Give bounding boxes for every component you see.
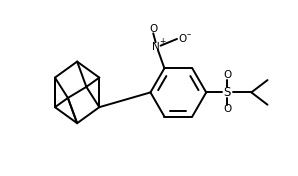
- Text: O: O: [149, 24, 157, 34]
- Text: O: O: [223, 104, 232, 114]
- Text: O: O: [223, 70, 232, 80]
- Text: S: S: [224, 86, 231, 99]
- Text: N: N: [152, 42, 159, 52]
- Text: –: –: [186, 30, 191, 39]
- Text: O: O: [178, 34, 186, 44]
- Text: +: +: [159, 37, 165, 46]
